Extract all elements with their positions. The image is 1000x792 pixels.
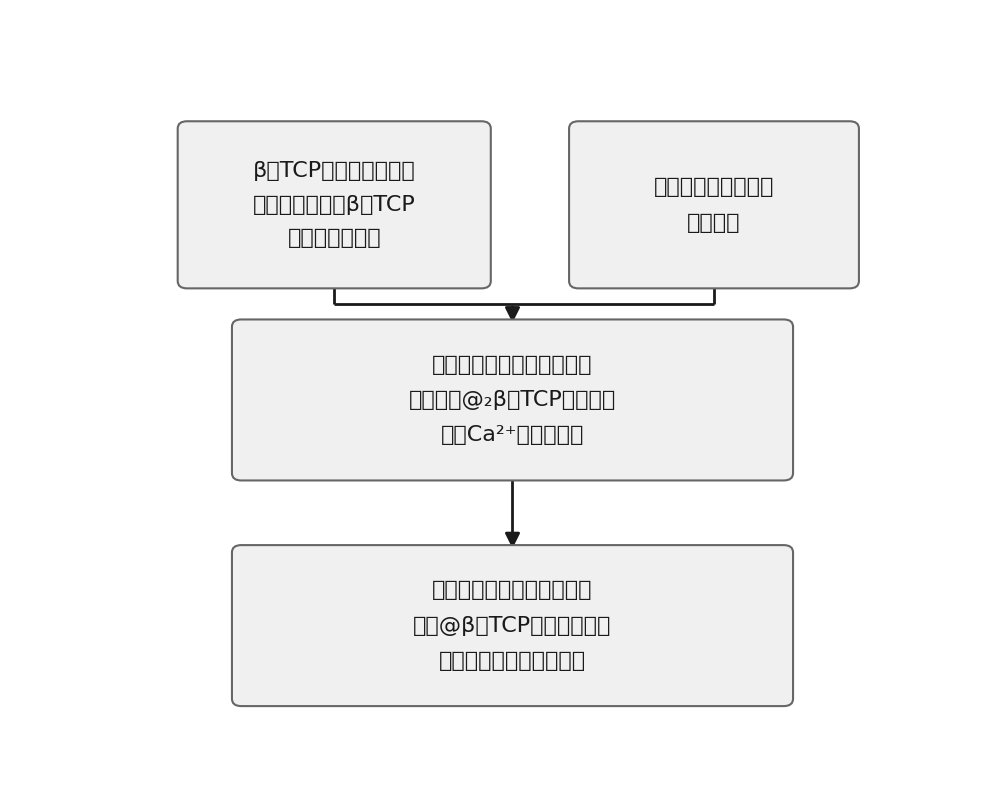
Text: 羟基磷灰石微米颗粒: 羟基磷灰石微米颗粒 xyxy=(654,177,774,196)
Text: 表面Ca²⁺的选择吸附: 表面Ca²⁺的选择吸附 xyxy=(441,425,584,445)
Text: 纳米纤维的负载: 纳米纤维的负载 xyxy=(287,228,381,249)
FancyBboxPatch shape xyxy=(569,121,859,288)
Text: 的硒掘杂: 的硒掘杂 xyxy=(687,213,741,233)
Text: 磷纳米片@₂β－TCP纳米纤维: 磷纳米片@₂β－TCP纳米纤维 xyxy=(409,390,616,410)
Text: 及黑磷纳米片在β－TCP: 及黑磷纳米片在β－TCP xyxy=(253,195,416,215)
Text: 米片@β－TCP纳米纤维在镁: 米片@β－TCP纳米纤维在镁 xyxy=(413,615,612,636)
Text: 硒掘杂羟基磷灰石和黑磷纳: 硒掘杂羟基磷灰石和黑磷纳 xyxy=(432,581,593,600)
Text: 合金表面梯度电泳共沉积: 合金表面梯度电泳共沉积 xyxy=(439,651,586,671)
Text: β－TCP纳米纤维的合成: β－TCP纳米纤维的合成 xyxy=(253,162,416,181)
FancyBboxPatch shape xyxy=(232,319,793,481)
Text: 硒掺杂羟基磷灰石颗粒和黑: 硒掺杂羟基磷灰石颗粒和黑 xyxy=(432,355,593,375)
FancyBboxPatch shape xyxy=(232,545,793,706)
FancyBboxPatch shape xyxy=(178,121,491,288)
